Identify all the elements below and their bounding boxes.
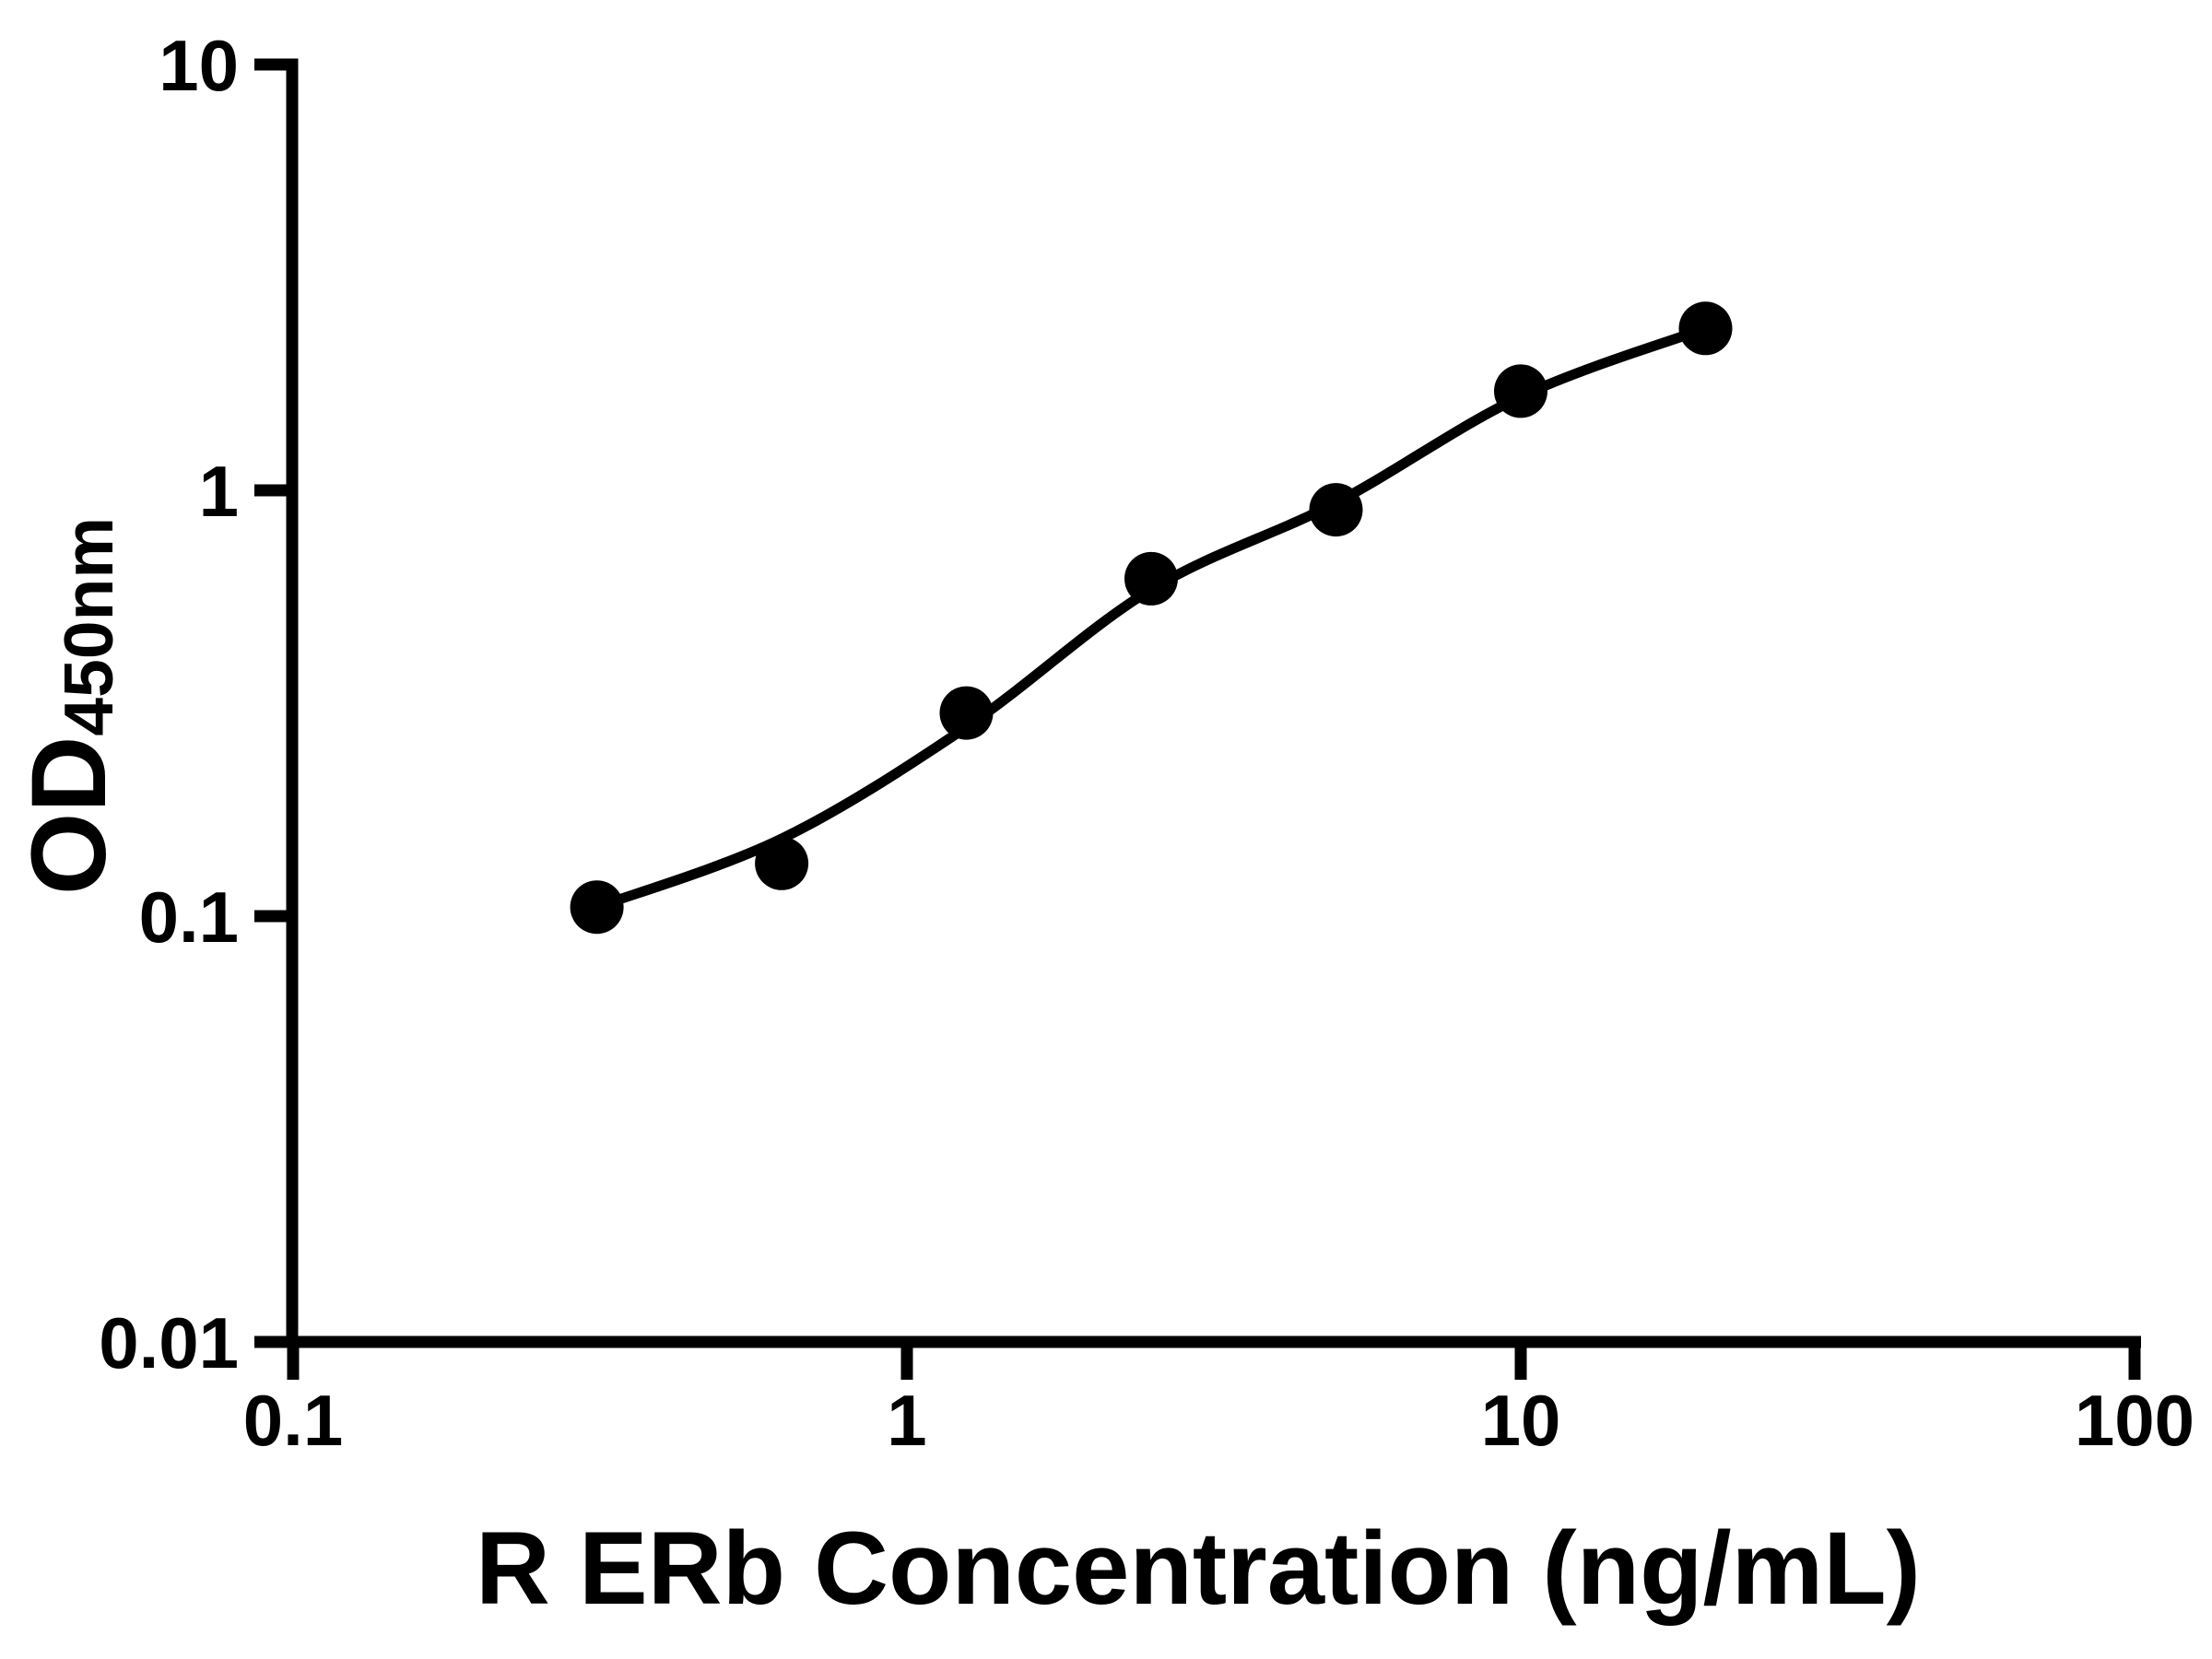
x-tick-label: 10 [1481, 1380, 1561, 1461]
data-point [1124, 551, 1178, 606]
x-tick-label: 0.1 [243, 1380, 343, 1461]
data-point [570, 880, 624, 935]
y-tick-label: 0.1 [139, 877, 239, 958]
x-tick-label: 1 [887, 1380, 926, 1461]
y-axis-title-subscript: 450nm [50, 517, 127, 736]
y-tick-label: 1 [199, 451, 239, 532]
data-point [1494, 364, 1547, 418]
data-point [1309, 483, 1363, 537]
x-tick-label: 100 [2075, 1380, 2194, 1461]
y-tick-label: 0.01 [99, 1302, 239, 1383]
y-axis-title-main: OD [10, 736, 128, 896]
y-axis-title: OD450nm [10, 517, 128, 895]
data-point [1678, 301, 1733, 356]
y-tick-label: 10 [159, 25, 239, 106]
data-point [755, 836, 809, 890]
data-layer [570, 301, 1733, 935]
x-axis-title: R ERb Concentration (ng/mL) [476, 1511, 1921, 1626]
fit-curve [592, 323, 1711, 912]
data-point [939, 686, 994, 740]
